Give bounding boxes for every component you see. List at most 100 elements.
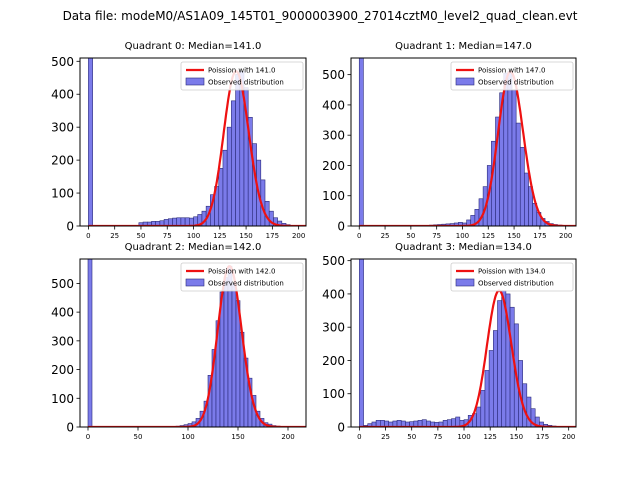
legend-line-label: Poission with 134.0	[478, 268, 546, 276]
y-tick-label: 300	[51, 121, 74, 135]
legend-patch-swatch	[455, 278, 475, 287]
x-tick-label: 200	[562, 433, 575, 441]
poisson-curve	[359, 70, 576, 226]
histogram-bar	[524, 172, 529, 226]
x-tick-label: 150	[510, 433, 523, 441]
quadrant-panel-3: 0 25 50 75 100 125 150 175 200 0 100 200 300 400 500 Qu…	[322, 242, 577, 441]
x-tick-label: 125	[482, 232, 495, 240]
y-tick-label: 300	[51, 334, 74, 348]
legend-patch-label: Observed distribution	[478, 280, 554, 288]
histogram-bar	[519, 146, 525, 226]
y-tick-label: 100	[51, 187, 74, 201]
x-tick-label: 25	[110, 232, 119, 240]
x-tick-label: 100	[181, 433, 194, 441]
x-tick-label: 200	[559, 232, 572, 240]
plot-area	[88, 58, 306, 226]
histogram-bar	[231, 100, 236, 226]
x-tick-label: 125	[483, 433, 496, 441]
figure-title: Data file: modeM0/AS1A09_145T01_90000039…	[63, 9, 578, 23]
legend: Poission with 147.0 Observed distribution	[450, 61, 574, 91]
histogram-bar	[88, 58, 93, 226]
legend-line-label: Poission with 141.0	[208, 67, 276, 75]
histogram-bar	[509, 306, 515, 427]
poisson-curve	[88, 265, 306, 427]
histogram-bar	[484, 370, 490, 427]
legend-patch-swatch	[185, 278, 205, 287]
y-tick-label: 300	[322, 129, 345, 143]
y-tick-label: 0	[337, 421, 345, 435]
x-tick-label: 75	[163, 232, 172, 240]
poisson-curve	[88, 70, 306, 226]
quadrant-panel-1: 0 25 50 75 100 125 150 175 200 0 100 200 300 400 500 Qu…	[322, 41, 577, 240]
histogram-bar	[455, 416, 461, 427]
axes-frame	[79, 57, 307, 227]
histogram-bar	[222, 149, 228, 226]
panel-title: Quadrant 0: Median=141.0	[125, 41, 262, 52]
histogram-bar	[480, 390, 486, 427]
histogram-bar	[235, 74, 241, 226]
y-tick-label: 200	[322, 159, 345, 173]
x-tick-label: 200	[292, 232, 305, 240]
histogram-bar	[493, 330, 498, 427]
x-tick-label: 50	[134, 433, 143, 441]
panel-title: Quadrant 3: Median=134.0	[395, 242, 532, 253]
legend-line-label: Poission with 142.0	[208, 268, 276, 276]
y-tick-label: 500	[322, 254, 345, 268]
legend-box	[450, 262, 574, 292]
quadrant-panel-0: 0 25 50 75 100 125 150 175 200 0 100 200 300 400 500 Qu…	[51, 41, 307, 240]
x-tick-label: 0	[86, 433, 90, 441]
histogram-bar	[231, 283, 237, 427]
histogram-bar	[507, 71, 513, 226]
legend: Poission with 141.0 Observed distribution	[180, 61, 304, 91]
y-tick-label: 500	[51, 55, 74, 69]
x-tick-label: 75	[433, 433, 442, 441]
y-tick-label: 400	[51, 88, 74, 102]
axes-frame	[79, 258, 307, 428]
legend-box	[180, 262, 304, 292]
y-tick-label: 200	[51, 154, 74, 168]
x-tick-label: 150	[507, 232, 520, 240]
y-tick-label: 0	[337, 220, 345, 234]
y-tick-label: 0	[66, 421, 74, 435]
histogram-bar	[511, 89, 517, 226]
x-tick-label: 0	[357, 232, 361, 240]
legend-patch-swatch	[455, 77, 475, 86]
histogram-bar	[184, 217, 190, 226]
x-tick-label: 0	[357, 433, 361, 441]
legend-patch-label: Observed distribution	[208, 280, 284, 288]
histogram-bar	[359, 259, 364, 427]
x-tick-label: 100	[457, 433, 470, 441]
legend: Poission with 142.0 Observed distribution	[180, 262, 304, 292]
legend: Poission with 134.0 Observed distribution	[450, 262, 574, 292]
legend-patch-label: Observed distribution	[478, 79, 554, 87]
x-tick-label: 25	[381, 232, 390, 240]
x-tick-label: 175	[533, 232, 546, 240]
x-tick-label: 125	[213, 232, 226, 240]
legend-box	[180, 61, 304, 91]
x-tick-label: 150	[231, 433, 244, 441]
x-tick-label: 50	[137, 232, 146, 240]
x-tick-label: 50	[406, 232, 415, 240]
histogram-bar	[180, 217, 186, 226]
panel-title: Quadrant 2: Median=142.0	[125, 242, 262, 253]
histogram-bar	[176, 217, 182, 226]
histogram-bar	[488, 350, 494, 427]
histogram-bar	[478, 198, 484, 226]
y-tick-label: 300	[322, 321, 345, 335]
panel-title: Quadrant 1: Median=147.0	[395, 41, 532, 52]
axes-frame	[350, 57, 577, 227]
y-tick-label: 200	[51, 363, 74, 377]
poisson-curve	[359, 289, 576, 427]
x-tick-label: 175	[266, 232, 279, 240]
x-tick-label: 50	[407, 433, 416, 441]
x-tick-label: 150	[239, 232, 252, 240]
histogram-bar	[172, 217, 178, 226]
histogram-bar	[358, 58, 364, 226]
y-tick-label: 100	[51, 392, 74, 406]
histogram-bar	[503, 72, 509, 226]
histogram-bar	[226, 126, 232, 226]
histogram-bar	[218, 168, 224, 226]
histogram-bar	[497, 300, 502, 427]
panels: 0 25 50 75 100 125 150 175 2000100200300400500Qu…	[51, 41, 577, 441]
